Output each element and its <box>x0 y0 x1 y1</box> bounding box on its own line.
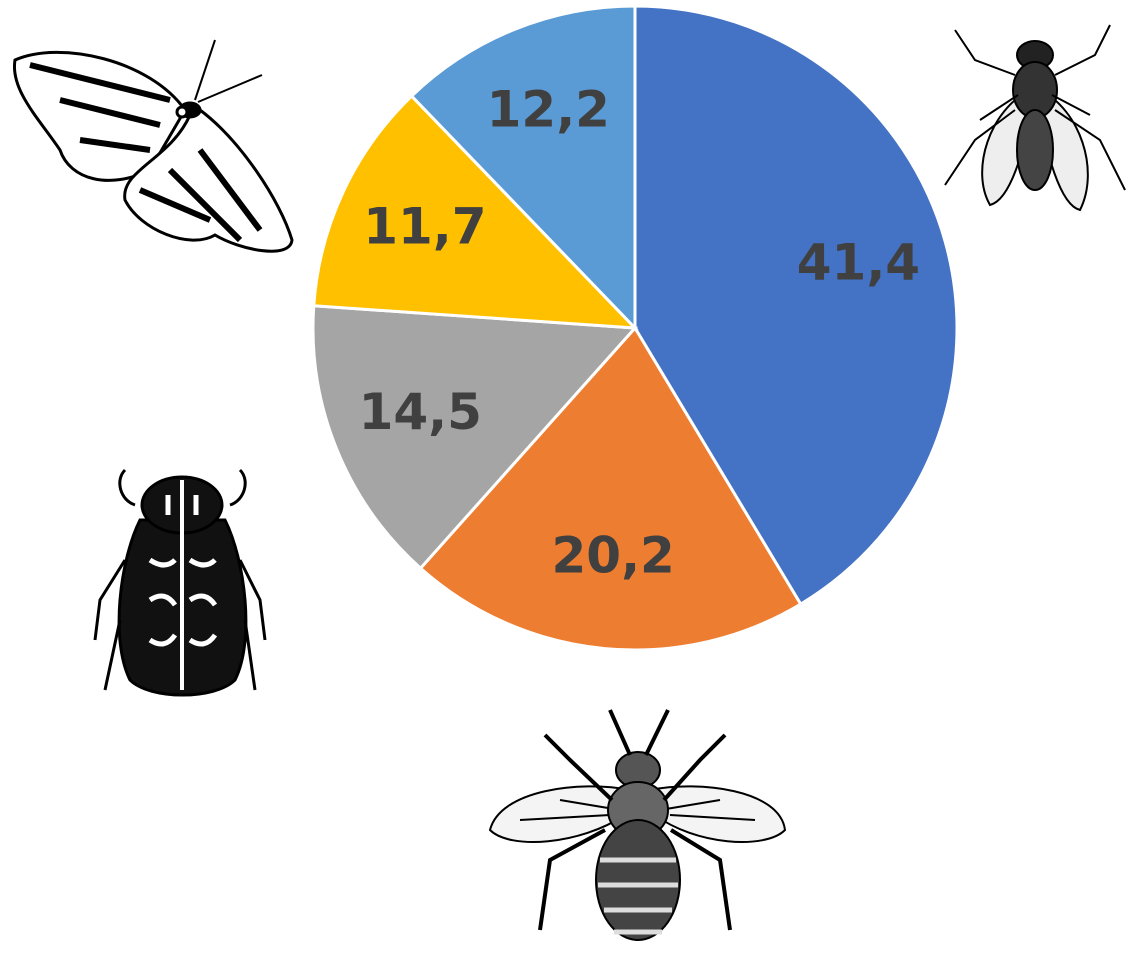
pie-slice <box>633 4 959 607</box>
pie <box>311 4 959 652</box>
pie-slice <box>409 4 637 332</box>
data-label: 14,5 <box>359 383 482 441</box>
fly-illustration <box>944 24 1126 212</box>
bee-illustration <box>488 709 787 941</box>
beetle-illustration <box>93 468 267 697</box>
pie-slice <box>311 304 639 571</box>
data-label: 11,7 <box>363 197 486 255</box>
pie-slice <box>418 325 803 652</box>
butterfly-illustration <box>12 39 294 253</box>
data-label: 12,2 <box>487 80 610 138</box>
data-labels: 41,4 20,2 14,5 11,7 12,2 <box>359 80 921 584</box>
data-label: 41,4 <box>797 234 920 292</box>
pie-slice <box>312 93 639 330</box>
data-label: 20,2 <box>551 526 674 584</box>
